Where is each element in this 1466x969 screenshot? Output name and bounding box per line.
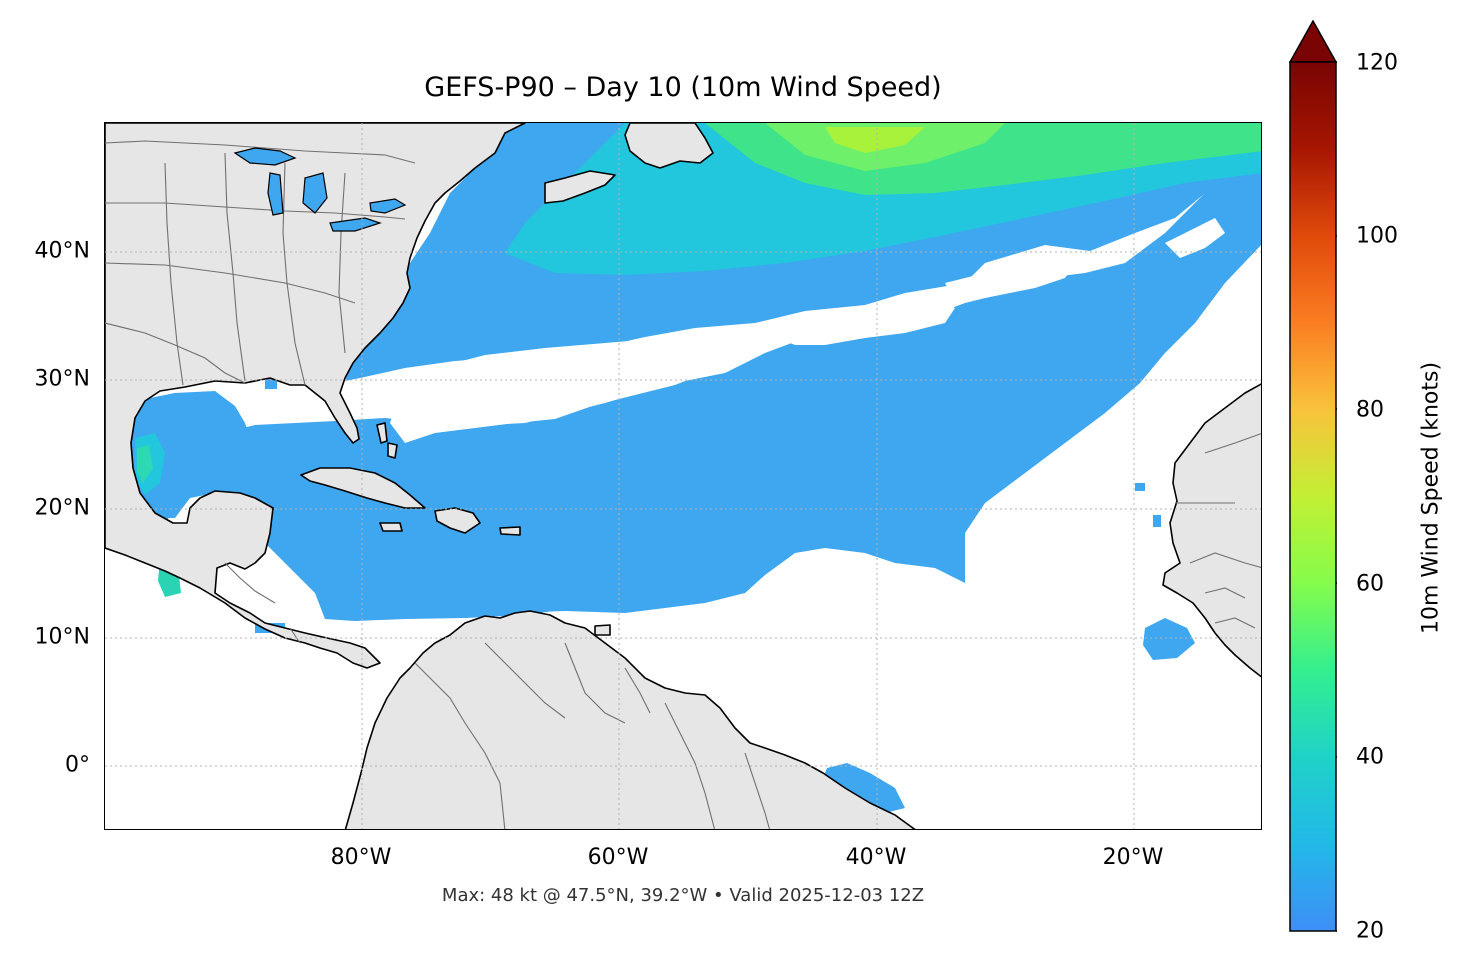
colorbar-tick-40: 40 [1356, 744, 1384, 770]
south-america-landmass [344, 610, 916, 829]
y-tick-0: 0° [65, 752, 90, 778]
colorbar [1289, 20, 1337, 932]
wind-swath-east [223, 183, 1261, 621]
y-tick-30n: 30°N [34, 366, 90, 392]
great-lakes [233, 147, 407, 232]
land-layer [105, 123, 1261, 829]
colorbar-label: 10m Wind Speed (knots) [1418, 361, 1444, 635]
cuba [300, 467, 426, 509]
colorbar-tick-120: 120 [1356, 50, 1398, 76]
x-tick-60w: 60°W [587, 845, 649, 870]
jamaica [379, 522, 403, 532]
africa-landmass [1162, 383, 1261, 678]
trinidad [594, 624, 611, 636]
y-tick-10n: 10°N [34, 624, 90, 650]
x-tick-20w: 20°W [1102, 845, 1164, 870]
gridlines [105, 123, 1261, 829]
north-america-landmass [105, 123, 526, 669]
x-tick-80w: 80°W [330, 845, 392, 870]
nova-scotia [544, 170, 616, 204]
y-tick-20n: 20°N [34, 495, 90, 521]
colorbar-tick-100: 100 [1356, 223, 1398, 249]
x-tick-40w: 40°W [845, 845, 907, 870]
map-panel[interactable] [104, 122, 1262, 830]
wind-blob-equatorial [821, 763, 905, 813]
colorbar-extend-arrow [1289, 20, 1337, 63]
bahamas [376, 422, 388, 444]
max-wind-caption: Max: 48 kt @ 47.5°N, 39.2°W • Valid 2025… [441, 885, 925, 906]
map-title: GEFS-P90 – Day 10 (10m Wind Speed) [424, 72, 942, 103]
puerto-rico [499, 526, 521, 536]
newfoundland [624, 123, 714, 169]
hispaniola [434, 507, 481, 534]
calm-zone-central [390, 338, 705, 443]
y-tick-40n: 40°N [34, 238, 90, 264]
colorbar-tick-80: 80 [1356, 397, 1384, 423]
political-borders [105, 140, 1261, 829]
colorbar-tick-20: 20 [1356, 918, 1384, 944]
wind-swath-gulf [130, 393, 265, 523]
wind-blob-west-africa [1143, 618, 1195, 660]
colorbar-gradient [1289, 61, 1337, 932]
map-svg [105, 123, 1261, 829]
colorbar-tick-60: 60 [1356, 571, 1384, 597]
